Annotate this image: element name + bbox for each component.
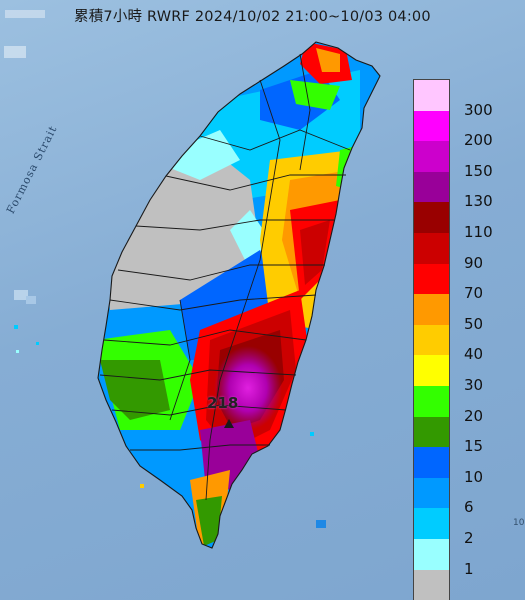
legend-swatch	[414, 508, 449, 539]
legend-swatch	[414, 447, 449, 478]
legend-label: 70	[464, 284, 484, 303]
legend-label: 2	[464, 529, 474, 547]
legend-label: 150	[464, 161, 493, 180]
legend-swatch	[414, 416, 449, 448]
legend-swatch	[414, 171, 449, 203]
legend-label: 10	[464, 467, 484, 486]
legend-label: 110	[464, 223, 493, 241]
corner-mark: 10	[513, 518, 525, 528]
legend-label: 200	[464, 131, 493, 150]
legend-swatch	[414, 263, 449, 295]
boundaries	[97, 41, 381, 549]
legend-swatch	[414, 477, 449, 509]
map-title: 累積7小時 RWRF 2024/10/02 21:00~10/03 04:00	[74, 9, 431, 25]
legend-swatch	[414, 569, 449, 600]
legend-swatch	[414, 80, 449, 111]
legend-label: 15	[464, 437, 484, 456]
legend-swatch	[414, 232, 449, 264]
max-location-marker	[224, 419, 234, 428]
legend-label: 50	[464, 314, 484, 333]
legend-swatch	[414, 110, 449, 142]
legend-label: 1	[464, 559, 474, 578]
max-value-label: 218	[207, 394, 239, 412]
legend-label: 30	[464, 376, 484, 394]
legend-swatch	[414, 538, 449, 570]
legend-color-bar	[413, 79, 450, 600]
legend-swatch	[414, 385, 449, 417]
legend-swatch	[414, 355, 449, 386]
legend-label: 130	[464, 192, 493, 211]
sea-echoes	[4, 10, 326, 528]
legend-label: 6	[464, 498, 474, 517]
legend-label: 20	[464, 406, 484, 425]
island-rainfall	[98, 42, 380, 548]
legend-swatch	[414, 324, 449, 356]
legend-swatch	[414, 294, 449, 325]
legend-label: 300	[464, 100, 493, 119]
legend-label: 40	[464, 345, 484, 364]
legend-label: 90	[464, 253, 484, 272]
legend-swatch	[414, 141, 449, 172]
legend-swatch	[414, 202, 449, 233]
